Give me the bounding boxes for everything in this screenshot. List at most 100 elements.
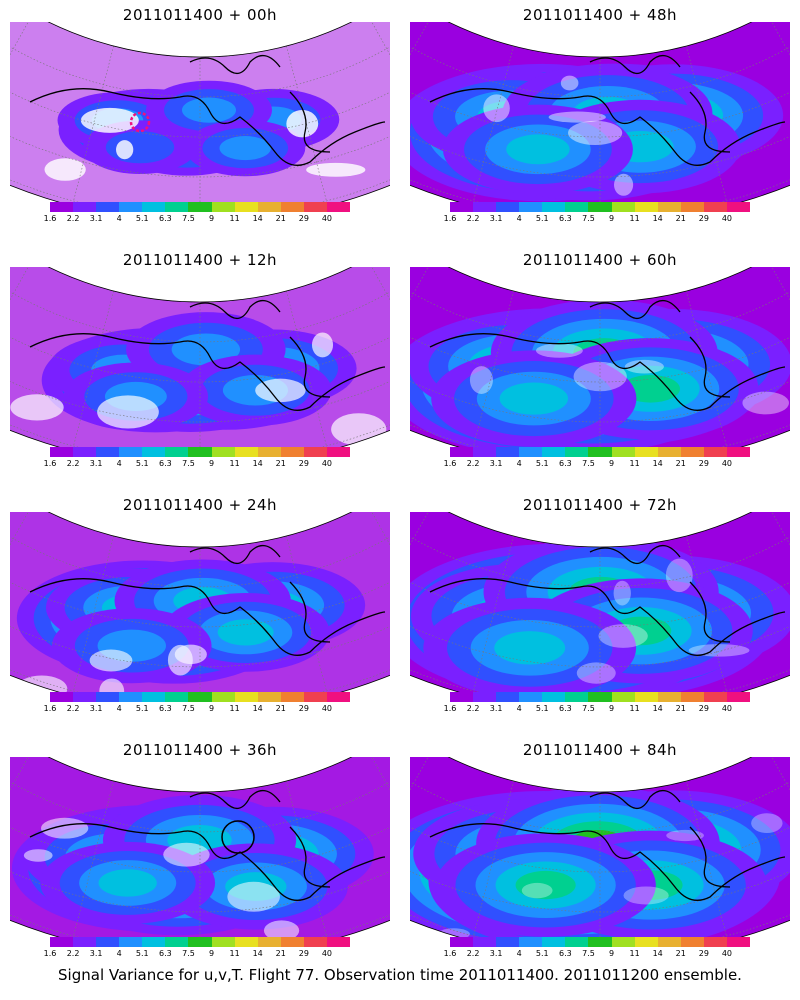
- colorbar-swatch: [726, 202, 751, 212]
- colorbar-tick-label: 6.3: [559, 704, 572, 713]
- variance-field: [410, 22, 790, 212]
- coastline: [689, 336, 731, 398]
- colorbar-swatch: [496, 202, 520, 212]
- blank-region: [286, 110, 319, 138]
- colorbar-swatch: [234, 692, 259, 702]
- colorbar-tick-label: 40: [721, 704, 733, 713]
- blank-region: [10, 394, 64, 421]
- colorbar-tick-label: 14: [252, 704, 263, 713]
- colorbar-tick-label: 2.2: [66, 459, 80, 468]
- colorbar-swatch: [611, 202, 636, 212]
- colorbar-tick-label: 2.2: [466, 704, 480, 713]
- colorbar-swatch: [611, 692, 636, 702]
- colorbar-tick-label: 1.6: [443, 704, 457, 713]
- colorbar-swatch: [496, 692, 520, 702]
- blank-region: [624, 359, 664, 374]
- coastline: [689, 826, 731, 888]
- polar-stereographic-map: [10, 512, 390, 702]
- colorbar-tick-label: 40: [321, 704, 333, 713]
- colorbar-tick-label: 29: [698, 704, 709, 713]
- colorbar-tick-label: 6.3: [559, 459, 572, 468]
- colorbar-swatch: [680, 937, 705, 947]
- coastline: [29, 88, 386, 166]
- polar-stereographic-map: [410, 757, 790, 947]
- colorbar-tick-label: 3.1: [489, 949, 503, 958]
- longitude-line: [286, 780, 328, 941]
- blank-region: [311, 332, 334, 358]
- map-boundary: [10, 757, 390, 947]
- latitude-line: [10, 267, 390, 343]
- colorbar-swatch: [473, 692, 497, 702]
- colorbar-swatch: [450, 692, 474, 702]
- longitude-line: [472, 45, 514, 206]
- colorbar-tick-label: 9: [608, 949, 615, 958]
- latitude-line: [10, 757, 390, 833]
- map-boundary: [10, 22, 390, 212]
- colorbar: 1.6 2.2 3.1 4 5.1 6.3 7.5 9 11 14 21 29 40: [444, 202, 751, 232]
- colorbar-tick-label: 4: [516, 949, 522, 958]
- blank-region: [548, 111, 606, 123]
- graticule: [10, 267, 390, 457]
- blank-region: [742, 391, 789, 415]
- colorbar: 1.6 2.2 3.1 4 5.1 6.3 7.5 9 11 14 21 29 40: [444, 692, 751, 722]
- colorbar: 1.6 2.2 3.1 4 5.1 6.3 7.5 9 11 14 21 29 40: [44, 692, 351, 722]
- colorbar-tick-label: 4: [516, 704, 522, 713]
- map-boundary: [410, 267, 790, 457]
- colorbar-swatch: [450, 937, 474, 947]
- polar-stereographic-map: [10, 22, 390, 212]
- blank-region: [666, 829, 704, 842]
- variance-contour: [217, 619, 274, 646]
- colorbar-tick-label: 2.2: [66, 949, 80, 958]
- colorbar-swatch: [588, 692, 613, 702]
- colorbar-swatch: [326, 447, 351, 457]
- blank-region: [751, 813, 783, 834]
- colorbar-swatch: [165, 447, 189, 457]
- colorbar-tick-label: 29: [298, 459, 309, 468]
- longitude-line: [686, 780, 728, 941]
- colorbar: 1.6 2.2 3.1 4 5.1 6.3 7.5 9 11 14 21 29 40: [444, 937, 751, 967]
- longitude-line: [472, 535, 514, 696]
- blank-region: [665, 558, 693, 593]
- colorbar-tick-label: 2.2: [466, 459, 480, 468]
- colorbar-tick-label: 5.1: [535, 214, 549, 223]
- colorbar-tick-label: 29: [698, 214, 709, 223]
- colorbar-tick-label: 7.5: [182, 214, 195, 223]
- colorbar-swatch: [726, 937, 751, 947]
- map-boundary: [410, 757, 790, 947]
- colorbar-tick-label: 6.3: [159, 704, 172, 713]
- colorbar-tick-label: 11: [629, 459, 640, 468]
- colorbar-tick-label: 29: [298, 949, 309, 958]
- colorbar-swatch: [680, 202, 705, 212]
- forecast-panel-36h: 2011011400 + 36h 1.6 2.2 3.1 4 5.1 6.3 7.5 9 11 1…: [10, 735, 390, 980]
- graticule: [10, 757, 390, 947]
- colorbar-swatch: [634, 202, 659, 212]
- colorbar-tick-label: 7.5: [582, 704, 595, 713]
- colorbar-tick-label: 3.1: [489, 214, 503, 223]
- colorbar-tick-label: 4: [116, 214, 122, 223]
- polar-stereographic-map: [410, 512, 790, 702]
- longitude-line: [72, 535, 114, 696]
- colorbar-tick-label: 5.1: [535, 459, 549, 468]
- colorbar-tick-label: 5.1: [535, 949, 549, 958]
- blank-region: [469, 366, 493, 394]
- colorbar-swatch: [542, 692, 566, 702]
- longitude-line: [472, 290, 514, 451]
- panel-title: 2011011400 + 12h: [122, 251, 278, 269]
- colorbar-swatch: [703, 692, 728, 702]
- forecast-panel-24h: 2011011400 + 24h 1.6 2.2 3.1 4 5.1 6.3 7.5 9 11 1…: [10, 490, 390, 735]
- blank-region: [598, 624, 648, 648]
- colorbar-swatch: [473, 937, 497, 947]
- colorbar-tick-label: 14: [252, 949, 263, 958]
- blank-region: [613, 580, 631, 606]
- colorbar-swatch: [96, 447, 120, 457]
- colorbar-swatch: [326, 937, 351, 947]
- blank-region: [116, 140, 134, 160]
- coastline: [589, 790, 681, 809]
- colorbar-swatch: [588, 202, 613, 212]
- colorbar-tick-label: 2.2: [66, 704, 80, 713]
- variance-contour: [98, 869, 157, 897]
- polar-stereographic-map: [410, 22, 790, 212]
- colorbar-swatch: [96, 692, 120, 702]
- colorbar-tick-label: 11: [629, 704, 640, 713]
